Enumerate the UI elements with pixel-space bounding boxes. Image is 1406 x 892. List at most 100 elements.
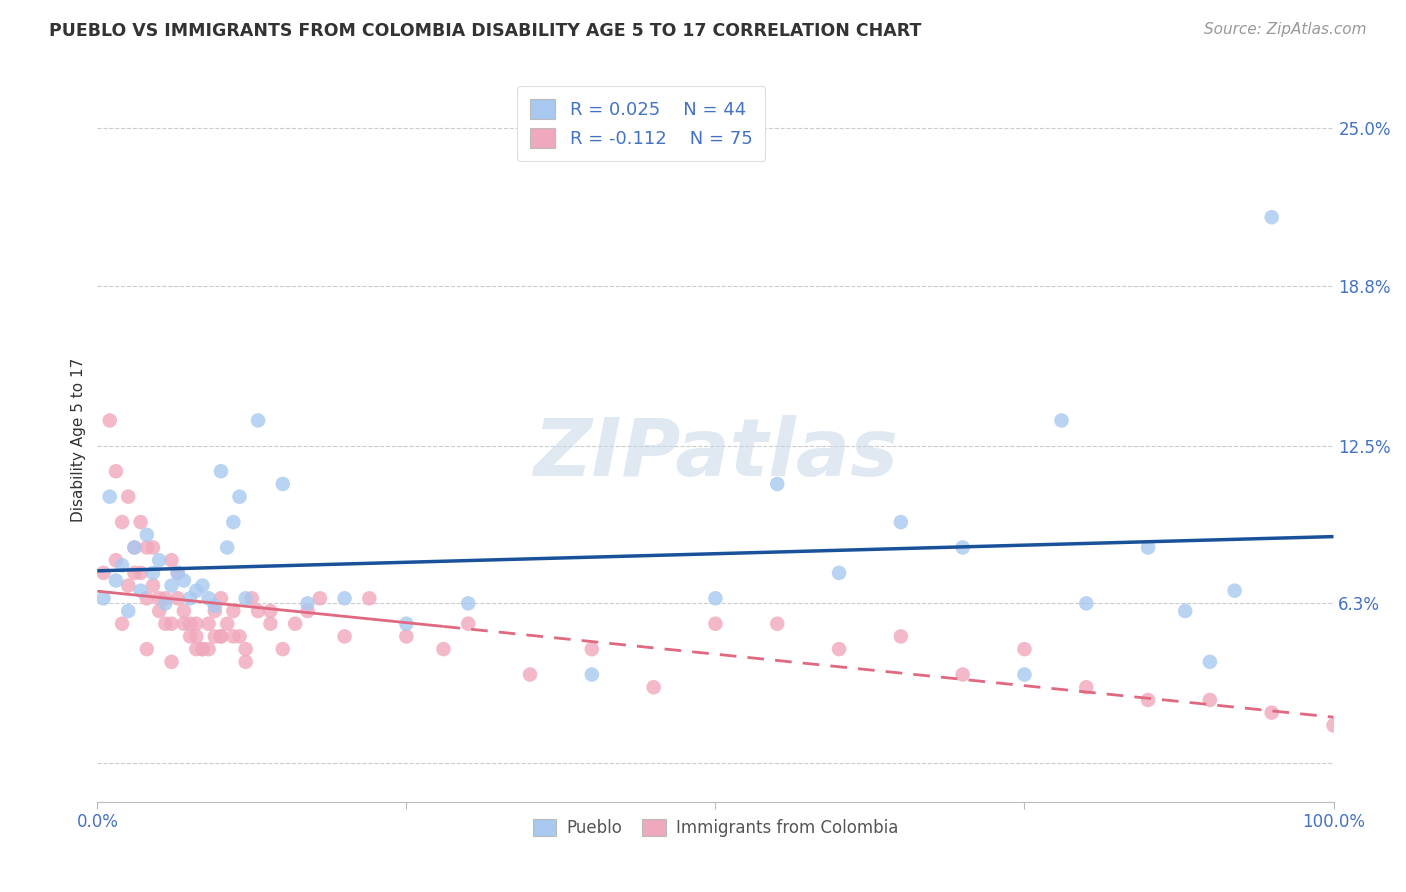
Point — [160, 655, 183, 669]
Point — [766, 477, 789, 491]
Point — [209, 591, 232, 606]
Point — [191, 642, 214, 657]
Point — [111, 515, 134, 529]
Point — [581, 642, 603, 657]
Point — [228, 629, 250, 643]
Point — [129, 566, 152, 580]
Point — [173, 616, 195, 631]
Point — [259, 616, 281, 631]
Point — [1137, 541, 1160, 555]
Point — [155, 616, 177, 631]
Point — [581, 667, 603, 681]
Point — [1322, 718, 1344, 732]
Point — [209, 629, 232, 643]
Point — [1076, 680, 1098, 694]
Point — [1014, 667, 1036, 681]
Point — [228, 490, 250, 504]
Point — [333, 629, 356, 643]
Point — [173, 574, 195, 588]
Point — [111, 616, 134, 631]
Point — [297, 604, 319, 618]
Legend: Pueblo, Immigrants from Colombia: Pueblo, Immigrants from Colombia — [526, 813, 904, 844]
Point — [222, 604, 245, 618]
Point — [179, 616, 201, 631]
Point — [333, 591, 356, 606]
Point — [828, 566, 851, 580]
Point — [1260, 706, 1282, 720]
Point — [1050, 413, 1073, 427]
Point — [155, 591, 177, 606]
Point — [1137, 693, 1160, 707]
Point — [217, 541, 239, 555]
Point — [166, 566, 188, 580]
Point — [166, 566, 188, 580]
Point — [204, 604, 226, 618]
Point — [148, 591, 170, 606]
Point — [952, 541, 974, 555]
Point — [1014, 642, 1036, 657]
Point — [222, 515, 245, 529]
Point — [643, 680, 665, 694]
Point — [160, 579, 183, 593]
Point — [197, 616, 219, 631]
Point — [828, 642, 851, 657]
Point — [191, 579, 214, 593]
Point — [98, 413, 121, 427]
Point — [186, 642, 208, 657]
Point — [432, 642, 454, 657]
Point — [1076, 596, 1098, 610]
Point — [217, 616, 239, 631]
Point — [1199, 655, 1222, 669]
Point — [124, 566, 146, 580]
Point — [129, 515, 152, 529]
Text: Source: ZipAtlas.com: Source: ZipAtlas.com — [1204, 22, 1367, 37]
Point — [93, 591, 115, 606]
Point — [135, 528, 157, 542]
Point — [135, 541, 157, 555]
Point — [704, 591, 727, 606]
Point — [209, 464, 232, 478]
Point — [704, 616, 727, 631]
Point — [117, 579, 139, 593]
Point — [148, 604, 170, 618]
Point — [222, 629, 245, 643]
Point — [160, 616, 183, 631]
Point — [271, 642, 294, 657]
Point — [117, 604, 139, 618]
Point — [160, 553, 183, 567]
Point — [204, 599, 226, 613]
Point — [135, 642, 157, 657]
Point — [457, 616, 479, 631]
Point — [155, 596, 177, 610]
Point — [1260, 210, 1282, 224]
Text: ZIPatlas: ZIPatlas — [533, 415, 898, 493]
Point — [271, 477, 294, 491]
Point — [395, 616, 418, 631]
Point — [1199, 693, 1222, 707]
Point — [247, 413, 270, 427]
Point — [186, 629, 208, 643]
Point — [104, 574, 127, 588]
Point — [98, 490, 121, 504]
Point — [259, 604, 281, 618]
Point — [235, 655, 257, 669]
Point — [166, 591, 188, 606]
Point — [142, 541, 165, 555]
Point — [135, 591, 157, 606]
Point — [142, 566, 165, 580]
Point — [766, 616, 789, 631]
Point — [93, 566, 115, 580]
Point — [297, 596, 319, 610]
Point — [111, 558, 134, 573]
Point — [308, 591, 330, 606]
Point — [186, 616, 208, 631]
Point — [186, 583, 208, 598]
Point — [890, 515, 912, 529]
Point — [519, 667, 541, 681]
Point — [209, 629, 232, 643]
Point — [247, 604, 270, 618]
Point — [359, 591, 381, 606]
Point — [104, 464, 127, 478]
Point — [124, 541, 146, 555]
Point — [240, 591, 263, 606]
